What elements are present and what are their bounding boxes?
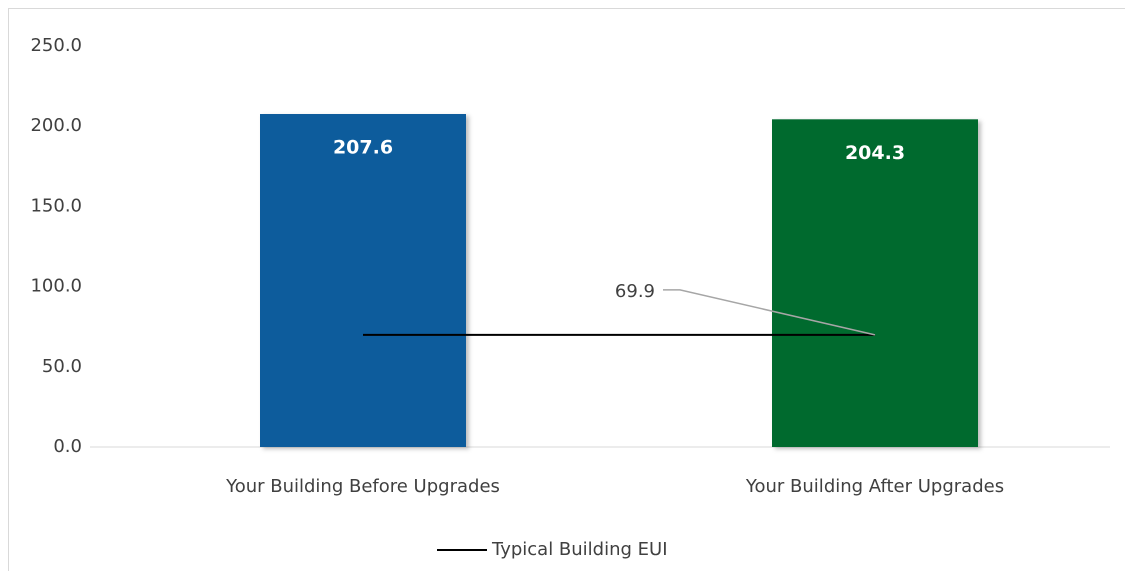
bar [260, 114, 466, 448]
leader-line [663, 289, 876, 336]
y-tick-label: 250.0 [30, 35, 82, 56]
data-label: 204.3 [845, 142, 905, 164]
x-tick-label: Your Building After Upgrades [745, 476, 1004, 497]
chart-border [8, 8, 1125, 571]
y-tick-label: 100.0 [30, 276, 82, 297]
y-tick-label: 150.0 [30, 195, 82, 216]
y-tick-label: 0.0 [53, 436, 82, 457]
y-tick-label: 50.0 [42, 356, 82, 377]
legend-label: Typical Building EUI [491, 539, 668, 560]
x-tick-label: Your Building Before Upgrades [225, 476, 500, 497]
bar [772, 119, 978, 448]
data-label: 207.6 [333, 137, 393, 159]
line-data-label: 69.9 [615, 281, 655, 302]
y-tick-label: 200.0 [30, 115, 82, 136]
